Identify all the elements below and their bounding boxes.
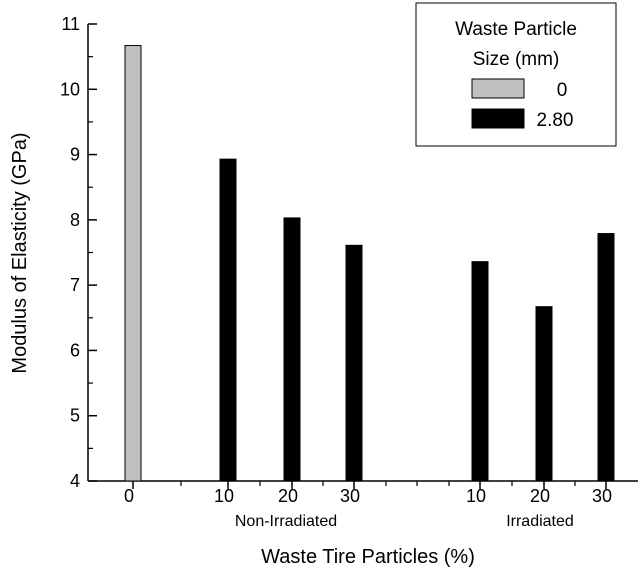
y-tick-label: 4 bbox=[70, 471, 80, 491]
bar-3 bbox=[345, 244, 363, 482]
y-tick-label: 6 bbox=[70, 340, 80, 360]
bar-1 bbox=[219, 158, 237, 482]
legend-label-1: 2.80 bbox=[537, 110, 574, 131]
bar-2 bbox=[283, 217, 301, 482]
bar-5 bbox=[535, 306, 553, 482]
plot-area: 4 5 6 7 8 9 10 11 0 10 20 30 10 20 30 bbox=[60, 14, 638, 506]
legend-swatch-1 bbox=[471, 108, 525, 129]
y-axis-title: Modulus of Elasticity (GPa) bbox=[9, 132, 31, 373]
bar-4 bbox=[471, 261, 489, 482]
x-tick-label: 0 bbox=[124, 486, 134, 506]
x-tick-label: 20 bbox=[530, 486, 550, 506]
x-tick-label: 10 bbox=[466, 486, 486, 506]
y-ticks: 4 5 6 7 8 9 10 11 bbox=[60, 14, 97, 491]
x-tick-label: 30 bbox=[592, 486, 612, 506]
x-ticks: 0 10 20 30 10 20 30 bbox=[124, 481, 612, 506]
x-axis-title: Waste Tire Particles (%) bbox=[261, 546, 475, 568]
legend-title-line-2: Size (mm) bbox=[473, 49, 560, 70]
y-tick-label: 9 bbox=[70, 145, 80, 165]
bar-6 bbox=[597, 233, 615, 482]
legend-label-0: 0 bbox=[557, 80, 568, 101]
group-label-non-irradiated: Non-Irradiated bbox=[235, 513, 337, 530]
legend-swatch-0 bbox=[471, 78, 525, 99]
bar-0 bbox=[124, 45, 142, 482]
x-tick-label: 10 bbox=[214, 486, 234, 506]
y-tick-label: 11 bbox=[61, 14, 80, 34]
y-tick-label: 7 bbox=[70, 275, 80, 295]
y-tick-label: 8 bbox=[70, 210, 80, 230]
y-tick-label: 5 bbox=[70, 406, 80, 426]
x-tick-label: 20 bbox=[278, 486, 298, 506]
y-tick-label: 10 bbox=[60, 79, 80, 99]
group-label-irradiated: Irradiated bbox=[506, 513, 574, 530]
legend-title-line-1: Waste Particle bbox=[455, 19, 577, 40]
x-tick-label: 30 bbox=[340, 486, 360, 506]
legend: Waste Particle Size (mm) 0 2.80 bbox=[415, 2, 617, 147]
bars bbox=[124, 45, 615, 482]
